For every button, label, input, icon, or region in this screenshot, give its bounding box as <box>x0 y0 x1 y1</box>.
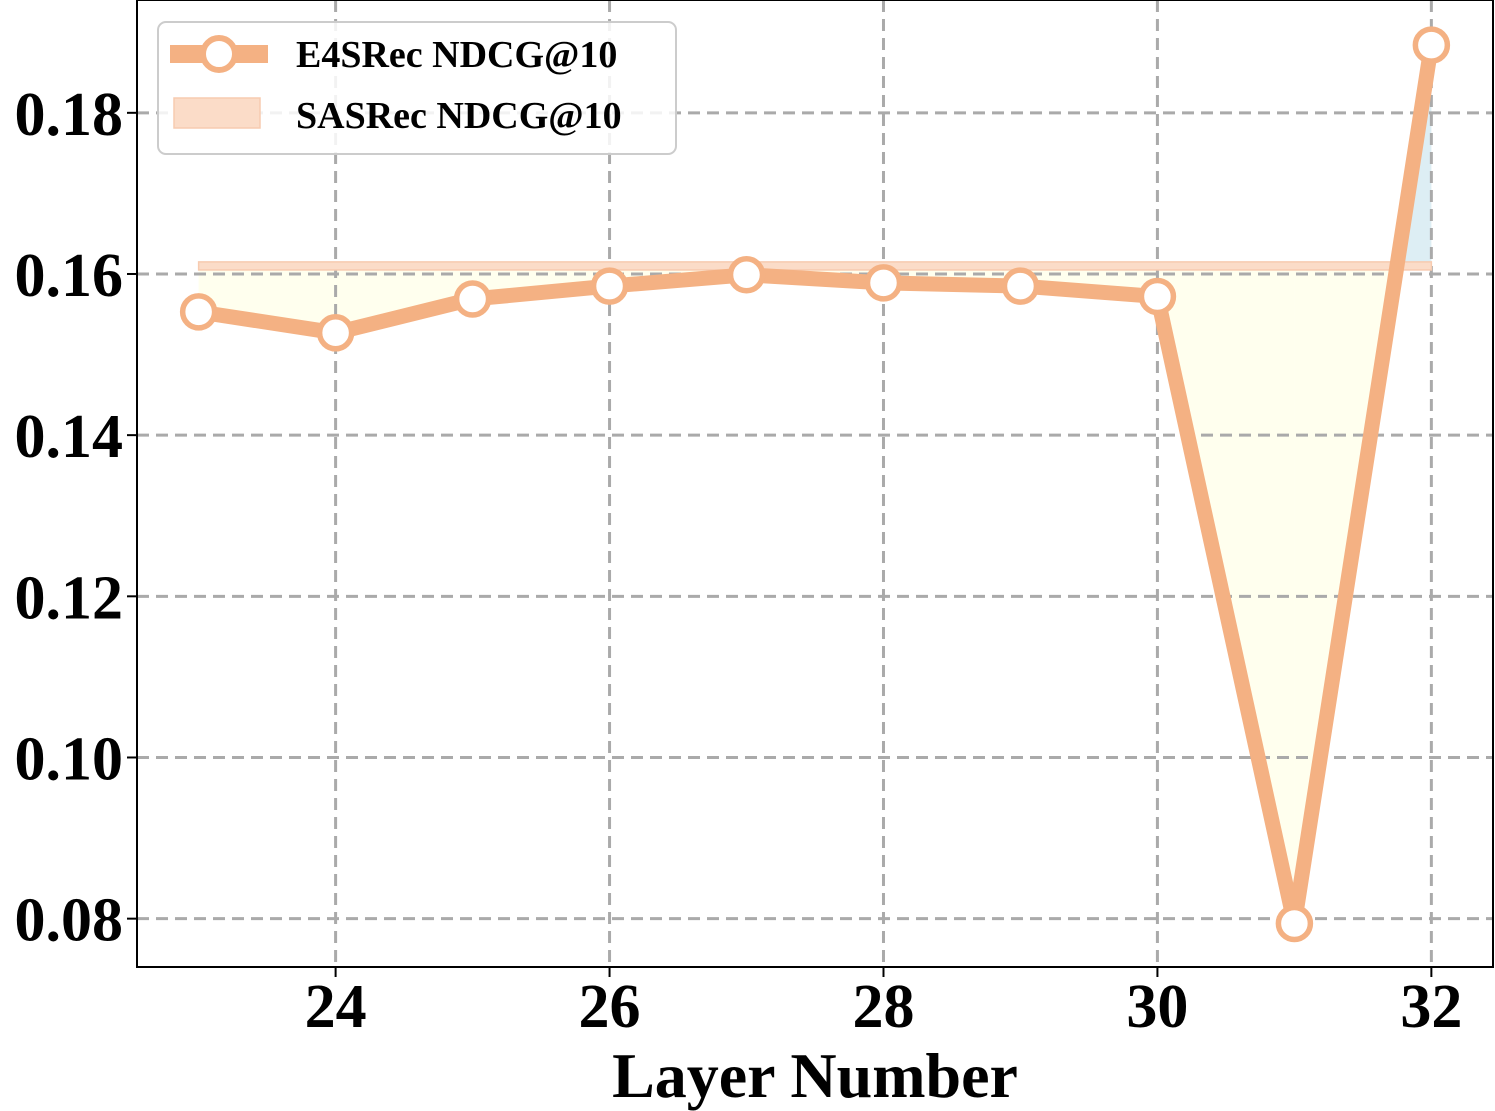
data-point <box>590 267 629 305</box>
legend-label-sasrec: SASRec NDCG@10 <box>296 95 622 137</box>
y-tick-label: 0.12 <box>15 564 124 632</box>
data-point <box>1275 904 1314 943</box>
y-tick-label: 0.16 <box>15 242 124 310</box>
plot-frame <box>136 0 1494 968</box>
series-markers <box>179 26 1451 943</box>
data-point <box>179 293 218 331</box>
data-point <box>316 314 355 352</box>
data-point <box>1138 277 1177 316</box>
y-axis-ticks: 0.08 0.10 0.12 0.14 0.16 0.18 <box>15 81 137 955</box>
legend-frame <box>157 21 677 155</box>
x-tick-label: 26 <box>579 973 641 1041</box>
e4srec-line <box>191 37 1439 931</box>
y-tick-label: 0.08 <box>15 887 124 955</box>
grid-lines <box>137 0 1493 967</box>
x-axis-ticks: 24 26 28 30 32 <box>305 967 1462 1041</box>
x-tick-label: 30 <box>1126 973 1188 1041</box>
sasrec-band <box>197 261 1433 271</box>
baseline-band <box>197 261 1433 271</box>
data-point <box>1412 26 1451 64</box>
data-point <box>453 280 492 318</box>
data-point <box>727 256 766 294</box>
x-tick-label: 24 <box>305 973 367 1041</box>
x-axis-label: Layer Number <box>612 1040 1018 1111</box>
series-line-group <box>191 37 1439 931</box>
x-tick-label: 32 <box>1400 973 1462 1041</box>
y-tick-label: 0.10 <box>15 725 124 793</box>
y-tick-label: 0.14 <box>15 403 124 471</box>
y-tick-label: 0.18 <box>15 81 124 149</box>
legend-label-e4srec: E4SRec NDCG@10 <box>296 34 617 76</box>
data-point <box>1001 267 1040 305</box>
legend: E4SRec NDCG@10 SASRec NDCG@10 <box>157 21 677 155</box>
legend-band-swatch <box>173 97 261 129</box>
data-point <box>864 264 903 302</box>
fill-below-baseline <box>198 269 336 333</box>
legend-marker-swatch <box>200 35 238 73</box>
x-tick-label: 28 <box>852 973 914 1041</box>
